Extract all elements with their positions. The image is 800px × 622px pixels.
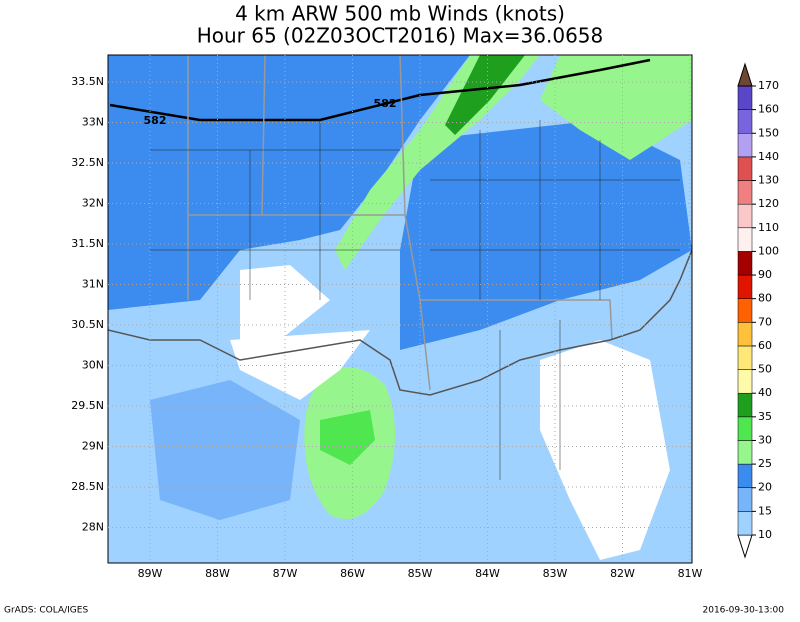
longitude-label: 83W	[543, 567, 568, 580]
latitude-label: 31.5N	[71, 237, 104, 250]
colorbar-segment	[737, 251, 753, 276]
colorbar-label: 160	[758, 103, 779, 116]
latitude-label: 29N	[82, 440, 104, 453]
shaded-field	[240, 265, 330, 340]
colorbar-label: 130	[758, 174, 779, 187]
shaded-field	[445, 55, 525, 135]
colorbar-label: 50	[758, 363, 772, 376]
colorbar-label: 30	[758, 433, 772, 446]
shaded-field	[400, 120, 692, 350]
colorbar-label: 25	[758, 457, 772, 470]
longitude-label: 88W	[205, 567, 230, 580]
map-frame	[107, 54, 693, 564]
colorbar-label: 60	[758, 339, 772, 352]
latitude-label: 30.5N	[71, 318, 104, 331]
colorbar-segment	[737, 298, 753, 323]
colorbar-label: 150	[758, 126, 779, 139]
colorbar-segment	[737, 440, 753, 465]
colorbar-segment	[737, 511, 753, 536]
colorbar-label: 120	[758, 197, 779, 210]
colorbar-label: 80	[758, 292, 772, 305]
colorbar-label: 40	[758, 386, 772, 399]
colorbar-segment	[737, 274, 753, 299]
colorbar-segment	[737, 156, 753, 181]
shaded-field	[335, 55, 540, 270]
colorbar-segment	[737, 487, 753, 512]
latitude-label: 31N	[82, 278, 104, 291]
latitude-label: 33.5N	[71, 75, 104, 88]
contour-label: 582	[144, 114, 167, 127]
title-line: 4 km ARW 500 mb Winds (knots)	[235, 2, 565, 26]
colorbar-cap	[737, 534, 753, 559]
longitude-label: 84W	[475, 567, 500, 580]
shaded-field	[150, 380, 300, 520]
longitude-label: 86W	[340, 567, 365, 580]
colorbar-segment	[737, 463, 753, 488]
longitude-label: 89W	[138, 567, 163, 580]
shaded-field	[540, 340, 670, 560]
colorbar-segment	[737, 345, 753, 370]
colorbar-segment	[737, 109, 753, 134]
colorbar-label: 35	[758, 410, 772, 423]
longitude-label: 81W	[678, 567, 703, 580]
colorbar-segment	[737, 392, 753, 418]
latitude-label: 29.5N	[71, 399, 104, 412]
title-line: Hour 65 (02Z03OCT2016) Max=36.0658	[197, 24, 604, 48]
latitude-label: 28N	[82, 521, 104, 534]
latitude-label: 30N	[82, 359, 104, 372]
colorbar-segment	[737, 227, 753, 252]
colorbar-segment	[737, 322, 753, 347]
colorbar-cap	[737, 62, 753, 87]
footer-credit: GrADS: COLA/IGES	[4, 606, 88, 616]
colorbar-label: 15	[758, 504, 772, 517]
shaded-field	[540, 55, 692, 160]
colorbar-label: 100	[758, 244, 779, 257]
latitude-label: 33N	[82, 116, 104, 129]
contour-label: 582	[374, 97, 397, 110]
latitude-label: 28.5N	[71, 480, 104, 493]
colorbar-label: 90	[758, 268, 772, 281]
footer-date: 2016-09-30-13:00	[703, 606, 785, 616]
coastline	[108, 249, 692, 396]
colorbar-segment	[737, 203, 753, 229]
longitude-label: 87W	[273, 567, 298, 580]
colorbar-segment	[737, 85, 753, 110]
colorbar-label: 140	[758, 150, 779, 163]
colorbar-label: 170	[758, 79, 779, 92]
colorbar-segment	[737, 133, 753, 158]
longitude-label: 85W	[408, 567, 433, 580]
colorbar-segment	[737, 416, 753, 441]
longitude-label: 82W	[610, 567, 635, 580]
colorbar-segment	[737, 180, 753, 205]
latitude-label: 32N	[82, 197, 104, 210]
map-area	[108, 55, 692, 563]
colorbar-label: 10	[758, 528, 772, 541]
colorbar-label: 110	[758, 221, 779, 234]
colorbar-segment	[737, 369, 753, 394]
colorbar-label: 70	[758, 315, 772, 328]
colorbar-label: 20	[758, 481, 772, 494]
latitude-label: 32.5N	[71, 156, 104, 169]
shaded-field	[320, 410, 375, 465]
